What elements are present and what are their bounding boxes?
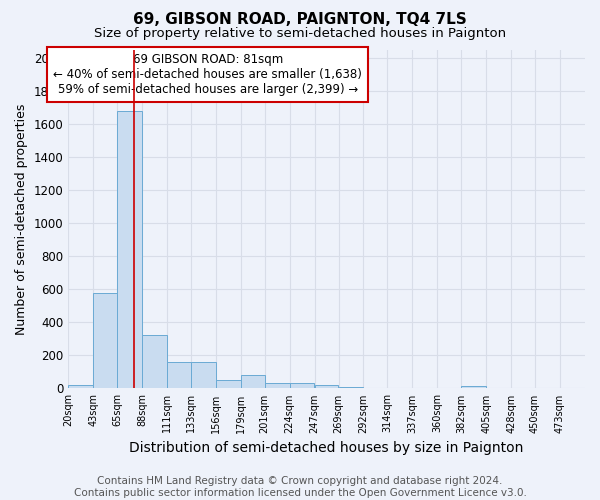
Text: Contains HM Land Registry data © Crown copyright and database right 2024.
Contai: Contains HM Land Registry data © Crown c… (74, 476, 526, 498)
Bar (94, 292, 117, 388)
X-axis label: Distribution of semi-detached houses by size in Paignton: Distribution of semi-detached houses by … (130, 441, 524, 455)
Text: 69, GIBSON ROAD, PAIGNTON, TQ4 7LS: 69, GIBSON ROAD, PAIGNTON, TQ4 7LS (133, 12, 467, 28)
Bar (461, 386, 486, 388)
Bar (241, 375, 265, 388)
Bar (290, 382, 314, 388)
Bar (68, 385, 93, 388)
Bar (117, 111, 142, 388)
Bar (338, 387, 364, 388)
Y-axis label: Number of semi-detached properties: Number of semi-detached properties (15, 104, 28, 335)
Text: 69 GIBSON ROAD: 81sqm
← 40% of semi-detached houses are smaller (1,638)
59% of s: 69 GIBSON ROAD: 81sqm ← 40% of semi-deta… (53, 54, 362, 96)
Text: Size of property relative to semi-detached houses in Paignton: Size of property relative to semi-detach… (94, 28, 506, 40)
Bar (315, 385, 338, 388)
Bar (191, 362, 215, 388)
Bar (167, 362, 191, 388)
Bar (142, 335, 167, 388)
Bar (216, 380, 241, 388)
Bar (265, 382, 290, 388)
